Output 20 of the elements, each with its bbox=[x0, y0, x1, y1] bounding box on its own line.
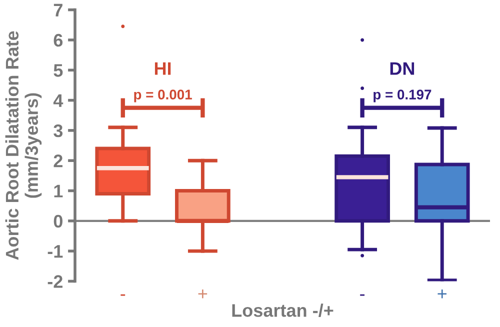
x-tick-label: + bbox=[198, 289, 208, 298]
y-tick-label: 5 bbox=[54, 64, 63, 77]
x-axis-title: Losartan -/+ bbox=[232, 304, 334, 318]
x-tick-label: - bbox=[120, 294, 126, 296]
x-tick-label: - bbox=[360, 294, 365, 296]
y-tick-label: 3 bbox=[54, 124, 63, 138]
y-axis-title: Aortic Root Dilatation Rate (mm/3years) bbox=[5, 31, 42, 260]
y-tick-label: 7 bbox=[54, 4, 62, 16]
annotation: p = 0.197 bbox=[374, 90, 432, 102]
annotation: DN bbox=[390, 62, 414, 75]
y-tick-label: -2 bbox=[48, 275, 62, 288]
annotation: p = 0.001 bbox=[134, 90, 192, 102]
y-tick-label: 2 bbox=[54, 154, 62, 168]
y-tick-label: 6 bbox=[54, 34, 63, 47]
x-tick-label: + bbox=[438, 289, 446, 298]
y-tick-label: -1 bbox=[48, 245, 63, 258]
y-tick-label: 4 bbox=[53, 94, 64, 107]
y-tick-label: 0 bbox=[54, 214, 62, 228]
annotation: HI bbox=[154, 62, 171, 75]
y-tick-label: 1 bbox=[54, 184, 63, 198]
